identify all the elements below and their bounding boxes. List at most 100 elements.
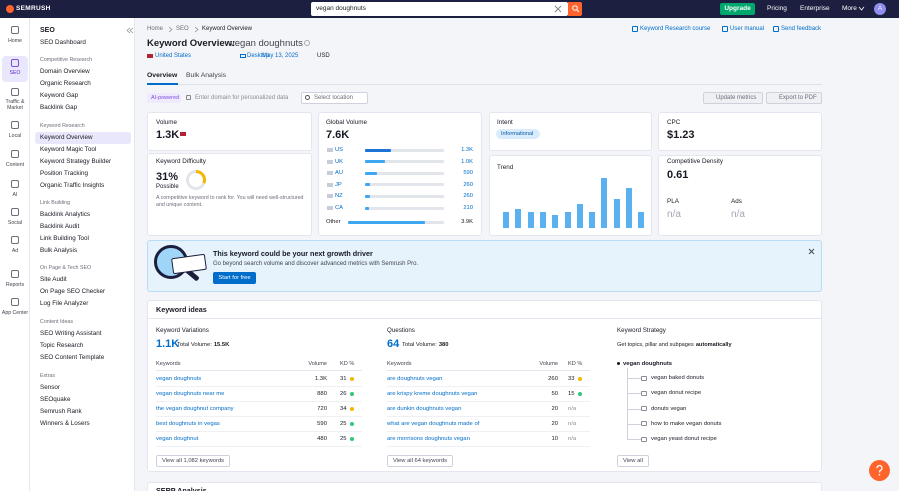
view-all-button[interactable]: View all: [617, 455, 649, 467]
clear-search[interactable]: [554, 5, 562, 13]
rail-label[interactable]: Content: [5, 162, 25, 168]
keyword-link[interactable]: are morrisons doughnuts vegan: [387, 436, 470, 442]
header-link[interactable]: Keyword Research course: [640, 26, 711, 32]
country-volume[interactable]: 260: [463, 181, 473, 188]
header-link[interactable]: Send feedback: [781, 26, 822, 32]
upgrade-button[interactable]: [720, 3, 755, 15]
keyword-link[interactable]: are dunkin doughnuts vegan: [387, 406, 462, 412]
sidebar-item[interactable]: SEO Writing Assistant: [40, 330, 102, 337]
sidebar-item[interactable]: Backlink Analytics: [40, 211, 91, 218]
sidebar-item[interactable]: Winners & Losers: [40, 420, 90, 427]
search-box[interactable]: [311, 2, 568, 16]
tab[interactable]: Bulk Analysis: [186, 72, 227, 79]
sidebar-item[interactable]: Bulk Analysis: [40, 247, 78, 254]
keyword-link[interactable]: vegan doughnuts near me: [156, 391, 225, 397]
rail-label[interactable]: App Center: [1, 310, 29, 316]
rail-label[interactable]: Traffic & Market: [5, 99, 25, 111]
keyword-link[interactable]: vegan doughnut: [156, 436, 199, 442]
strategy-item[interactable]: vegan donut recipe: [651, 390, 702, 397]
country-volume[interactable]: 1.0K: [461, 158, 473, 165]
sidebar-item[interactable]: Semrush Rank: [40, 408, 82, 415]
rail-icon[interactable]: [11, 270, 19, 278]
sidebar-item[interactable]: On Page SEO Checker: [40, 288, 106, 295]
sidebar-item[interactable]: Backlink Gap: [40, 104, 78, 111]
country-volume[interactable]: 1.3K: [461, 147, 473, 153]
filter-dropdown[interactable]: Desktop: [247, 53, 270, 59]
country-code[interactable]: JP: [335, 181, 342, 188]
rail-icon[interactable]: [11, 88, 19, 96]
sidebar-item[interactable]: Topic Research: [40, 342, 84, 349]
search-button[interactable]: [568, 2, 582, 16]
rail-icon[interactable]: [11, 121, 19, 129]
country-code[interactable]: AU: [335, 170, 344, 177]
top-nav-link[interactable]: Enterprise: [800, 5, 830, 12]
keyword-link[interactable]: what are vegan doughnuts made of: [387, 421, 480, 427]
avatar[interactable]: [874, 3, 886, 15]
rail-label[interactable]: Reports: [5, 282, 25, 288]
tab-active[interactable]: Overview: [147, 72, 178, 79]
rail-icon[interactable]: [11, 180, 19, 188]
keyword-link[interactable]: best doughnuts in vegas: [156, 421, 220, 427]
keyword-link[interactable]: vegan doughnuts: [156, 376, 202, 382]
rail-icon[interactable]: [11, 26, 19, 34]
keyword-link[interactable]: are krispy kreme doughnuts vegan: [387, 391, 478, 397]
rail-icon[interactable]: [11, 150, 19, 158]
domain-input[interactable]: Enter domain for personalized data: [195, 95, 289, 101]
keyword-link[interactable]: are doughnuts vegan: [387, 376, 443, 382]
sidebar-item[interactable]: Keyword Overview: [40, 134, 93, 141]
top-nav-link[interactable]: More: [842, 5, 857, 12]
banner-button[interactable]: [213, 272, 256, 284]
country-volume[interactable]: 210: [463, 205, 473, 211]
strategy-item[interactable]: donuts vegan: [651, 405, 687, 412]
rail-label[interactable]: Home: [8, 38, 22, 44]
header-link[interactable]: User manual: [730, 26, 765, 32]
strategy-item[interactable]: vegan baked donuts: [651, 375, 705, 381]
ideas-count[interactable]: 1.1K: [156, 338, 180, 350]
country-code[interactable]: NZ: [335, 193, 343, 200]
upgrade-label[interactable]: Upgrade: [724, 5, 751, 12]
filter-dropdown[interactable]: May 13, 2025: [262, 53, 299, 59]
top-nav-link[interactable]: Pricing: [767, 5, 787, 12]
rail-label[interactable]: SEO: [9, 70, 21, 76]
collapse-sidebar[interactable]: [126, 27, 134, 34]
filter-dropdown[interactable]: United States: [155, 53, 192, 59]
sidebar-item[interactable]: Position Tracking: [40, 170, 88, 177]
banner-close[interactable]: [808, 248, 815, 255]
sidebar-item[interactable]: Organic Research: [40, 80, 91, 87]
strategy-item[interactable]: vegan yeast donut recipe: [651, 436, 717, 443]
sidebar-item[interactable]: Sensor: [40, 384, 60, 391]
breadcrumb-item[interactable]: SEO: [176, 26, 189, 32]
sidebar-item[interactable]: Keyword Gap: [40, 92, 79, 99]
location-select[interactable]: [301, 92, 368, 104]
rail-icon[interactable]: [11, 208, 19, 216]
sidebar-item[interactable]: Link Building Tool: [40, 235, 89, 242]
sidebar-item[interactable]: Backlink Audit: [40, 223, 80, 230]
ideas-count[interactable]: 64: [387, 338, 400, 350]
rail-label[interactable]: Ad: [11, 248, 19, 254]
sidebar-item[interactable]: Organic Traffic Insights: [40, 182, 105, 189]
rail-icon[interactable]: [11, 298, 19, 306]
country-volume[interactable]: 590: [463, 170, 473, 177]
view-all-button[interactable]: View all 64 keywords: [387, 455, 454, 467]
rail-label[interactable]: Social: [7, 220, 23, 226]
sidebar-item[interactable]: Domain Overview: [40, 68, 90, 75]
sidebar-item[interactable]: SEO Dashboard: [40, 39, 86, 46]
sidebar-item[interactable]: SEOquake: [40, 396, 71, 403]
sidebar-item[interactable]: SEO Content Template: [40, 354, 105, 361]
sidebar-item[interactable]: Keyword Strategy Builder: [40, 158, 112, 165]
country-code[interactable]: CA: [335, 205, 344, 211]
keyword-link[interactable]: the vegan doughnut company: [156, 406, 234, 412]
country-volume[interactable]: 260: [463, 193, 473, 200]
strategy-root[interactable]: vegan doughnuts: [623, 361, 673, 367]
sidebar-item[interactable]: Site Audit: [40, 276, 67, 283]
sidebar-item[interactable]: Log File Analyzer: [40, 300, 89, 307]
rail-icon[interactable]: [11, 59, 19, 67]
sidebar-item[interactable]: Keyword Magic Tool: [40, 146, 97, 153]
breadcrumb-item[interactable]: Home: [147, 26, 164, 32]
country-code[interactable]: UK: [335, 158, 344, 165]
strategy-item[interactable]: how to make vegan donuts: [651, 420, 722, 427]
search-input[interactable]: vegan doughnuts: [316, 5, 366, 12]
country-code[interactable]: US: [335, 147, 344, 153]
export-button[interactable]: [766, 92, 822, 104]
rail-label[interactable]: AI: [12, 192, 18, 198]
